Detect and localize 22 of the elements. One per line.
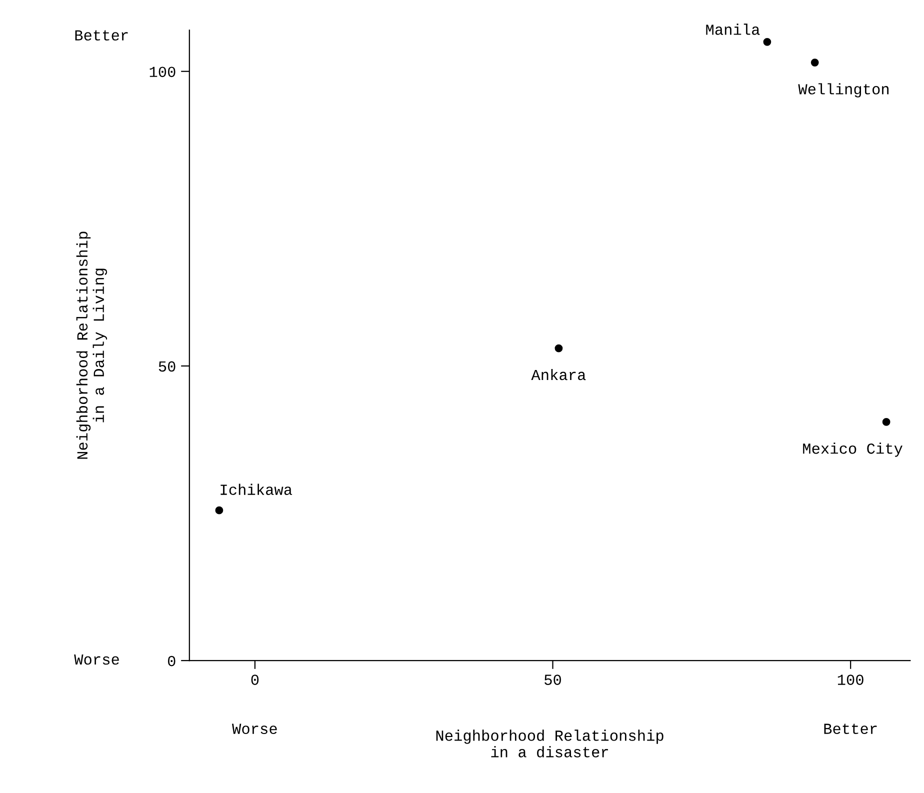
- point: [763, 38, 772, 46]
- annotation: Wellington: [798, 83, 889, 98]
- y-tick-label: 100: [150, 66, 176, 78]
- point: [215, 506, 224, 514]
- text: Better: [824, 724, 877, 734]
- y-tick-label: 0: [168, 656, 176, 666]
- annotation: Ichikawa: [220, 484, 292, 495]
- point: [554, 344, 563, 352]
- x-axis-title: Neighborhood Relationship in a disaster: [436, 730, 664, 758]
- point: [810, 58, 819, 66]
- annotation: Mexico City: [803, 442, 902, 457]
- text: Worse: [74, 654, 119, 665]
- x-tick-label: 50: [544, 674, 561, 685]
- y-tick-label: 50: [158, 361, 176, 372]
- annotation: Ankara: [531, 368, 586, 380]
- x-tick-label: 0: [251, 674, 259, 685]
- annotation: Manila: [706, 24, 760, 35]
- y-axis-title: Neighborhood Relationship in a Daily Living: [76, 232, 108, 459]
- text: Worse: [232, 724, 277, 734]
- text: Better: [75, 30, 128, 41]
- x-tick-label: 100: [838, 674, 864, 685]
- point: [882, 418, 890, 426]
